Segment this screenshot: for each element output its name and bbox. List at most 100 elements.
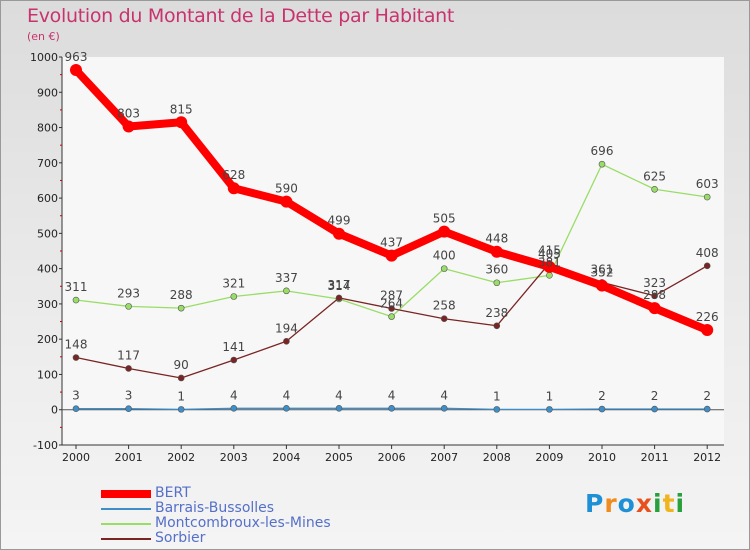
brand-letter: i xyxy=(653,489,663,518)
x-tick-label: 2003 xyxy=(220,451,248,464)
legend-swatch xyxy=(101,523,151,525)
data-label-barrais-bussolles: 2 xyxy=(703,389,711,403)
data-point-montcombroux-les-mines xyxy=(388,313,395,320)
data-point-barrais-bussolles xyxy=(546,406,553,413)
data-point-bert xyxy=(227,182,240,195)
data-label-bert: 590 xyxy=(275,182,298,196)
x-tick-label: 2004 xyxy=(272,451,300,464)
data-point-bert xyxy=(490,245,503,258)
data-point-barrais-bussolles xyxy=(230,405,238,412)
data-label-sorbier: 323 xyxy=(643,276,666,290)
data-label-barrais-bussolles: 3 xyxy=(72,389,80,403)
data-label-bert: 963 xyxy=(65,50,88,64)
data-label-sorbier: 408 xyxy=(696,246,719,260)
data-point-barrais-bussolles xyxy=(283,405,290,412)
data-point-bert xyxy=(701,324,714,337)
y-tick-label: -100 xyxy=(33,439,58,452)
data-label-bert: 405 xyxy=(538,247,561,261)
data-label-montcombroux-les-mines: 696 xyxy=(591,144,614,158)
data-point-sorbier xyxy=(72,354,80,361)
brand-letter: P xyxy=(585,489,605,518)
brand-letter: r xyxy=(604,489,618,518)
data-point-bert xyxy=(543,260,556,273)
data-label-bert: 226 xyxy=(696,310,719,324)
data-label-barrais-bussolles: 2 xyxy=(598,389,606,403)
data-point-barrais-bussolles xyxy=(335,405,343,412)
y-tick-label: 600 xyxy=(37,192,58,205)
data-point-montcombroux-les-mines xyxy=(283,287,290,295)
data-point-barrais-bussolles xyxy=(703,405,711,413)
data-label-bert: 803 xyxy=(117,106,140,120)
data-point-sorbier xyxy=(388,305,395,312)
data-point-bert xyxy=(438,225,451,238)
data-point-sorbier xyxy=(230,356,238,364)
data-point-barrais-bussolles xyxy=(388,405,395,412)
y-tick-label: 500 xyxy=(37,227,58,240)
data-point-montcombroux-les-mines xyxy=(493,279,501,287)
data-point-montcombroux-les-mines xyxy=(440,265,448,272)
data-label-montcombroux-les-mines: 381 xyxy=(538,255,561,269)
data-label-bert: 352 xyxy=(591,266,614,280)
x-tick-label: 2009 xyxy=(535,451,563,464)
x-tick-label: 2002 xyxy=(167,451,195,464)
data-point-montcombroux-les-mines xyxy=(125,303,132,310)
data-label-barrais-bussolles: 4 xyxy=(440,388,448,402)
data-label-barrais-bussolles: 4 xyxy=(230,388,238,402)
data-label-barrais-bussolles: 4 xyxy=(388,388,396,402)
legend-label: Sorbier xyxy=(155,530,206,546)
data-label-barrais-bussolles: 1 xyxy=(546,389,554,403)
data-label-montcombroux-les-mines: 337 xyxy=(275,271,298,285)
data-label-barrais-bussolles: 2 xyxy=(651,389,659,403)
data-label-montcombroux-les-mines: 288 xyxy=(170,288,193,302)
brand-logo: Proxiti xyxy=(585,489,685,518)
data-point-sorbier xyxy=(283,337,290,345)
x-tick-label: 2000 xyxy=(62,451,90,464)
y-tick-label: 900 xyxy=(37,86,58,99)
data-label-montcombroux-les-mines: 293 xyxy=(117,286,140,300)
data-point-sorbier xyxy=(335,294,343,302)
data-label-montcombroux-les-mines: 264 xyxy=(380,297,403,311)
data-point-sorbier xyxy=(651,292,658,300)
data-label-sorbier: 238 xyxy=(485,306,508,320)
data-label-montcombroux-les-mines: 360 xyxy=(485,263,508,277)
data-point-sorbier xyxy=(440,315,448,323)
legend-label: BERT xyxy=(155,485,191,501)
x-tick-label: 2001 xyxy=(115,451,143,464)
data-point-bert xyxy=(596,279,608,292)
y-tick-label: 400 xyxy=(37,263,58,276)
y-tick-label: 100 xyxy=(37,368,58,381)
data-point-bert xyxy=(175,116,188,129)
data-label-bert: 448 xyxy=(485,232,508,246)
y-tick-label: 200 xyxy=(37,333,58,346)
data-label-barrais-bussolles: 3 xyxy=(125,389,133,403)
legend-label: Barrais-Bussolles xyxy=(155,500,275,516)
data-label-bert: 505 xyxy=(433,212,456,226)
data-label-bert: 628 xyxy=(222,168,245,182)
chart-subtitle: (en €) xyxy=(27,30,60,43)
data-label-sorbier: 415 xyxy=(538,243,561,257)
data-point-bert xyxy=(385,249,398,262)
brand-letter: i xyxy=(675,489,686,518)
y-tick-label: 0 xyxy=(51,404,58,417)
data-point-bert xyxy=(70,64,82,77)
brand-letter: t xyxy=(662,489,676,518)
data-point-bert xyxy=(280,195,293,208)
data-point-montcombroux-les-mines xyxy=(177,304,185,312)
data-point-montcombroux-les-mines xyxy=(598,160,606,168)
data-point-bert xyxy=(648,302,661,315)
data-label-bert: 815 xyxy=(170,102,193,116)
y-tick-label: 700 xyxy=(37,157,58,170)
data-label-montcombroux-les-mines: 625 xyxy=(643,169,666,183)
data-label-montcombroux-les-mines: 314 xyxy=(328,279,351,293)
data-point-montcombroux-les-mines xyxy=(230,293,238,300)
data-point-sorbier xyxy=(125,365,132,372)
data-label-sorbier: 361 xyxy=(591,262,614,276)
legend-swatch xyxy=(101,490,151,498)
data-point-barrais-bussolles xyxy=(125,405,132,412)
data-point-barrais-bussolles xyxy=(72,405,80,412)
data-label-barrais-bussolles: 4 xyxy=(335,388,343,402)
data-label-sorbier: 90 xyxy=(174,358,189,372)
brand-letter: x xyxy=(635,489,653,518)
data-point-sorbier xyxy=(703,262,711,270)
